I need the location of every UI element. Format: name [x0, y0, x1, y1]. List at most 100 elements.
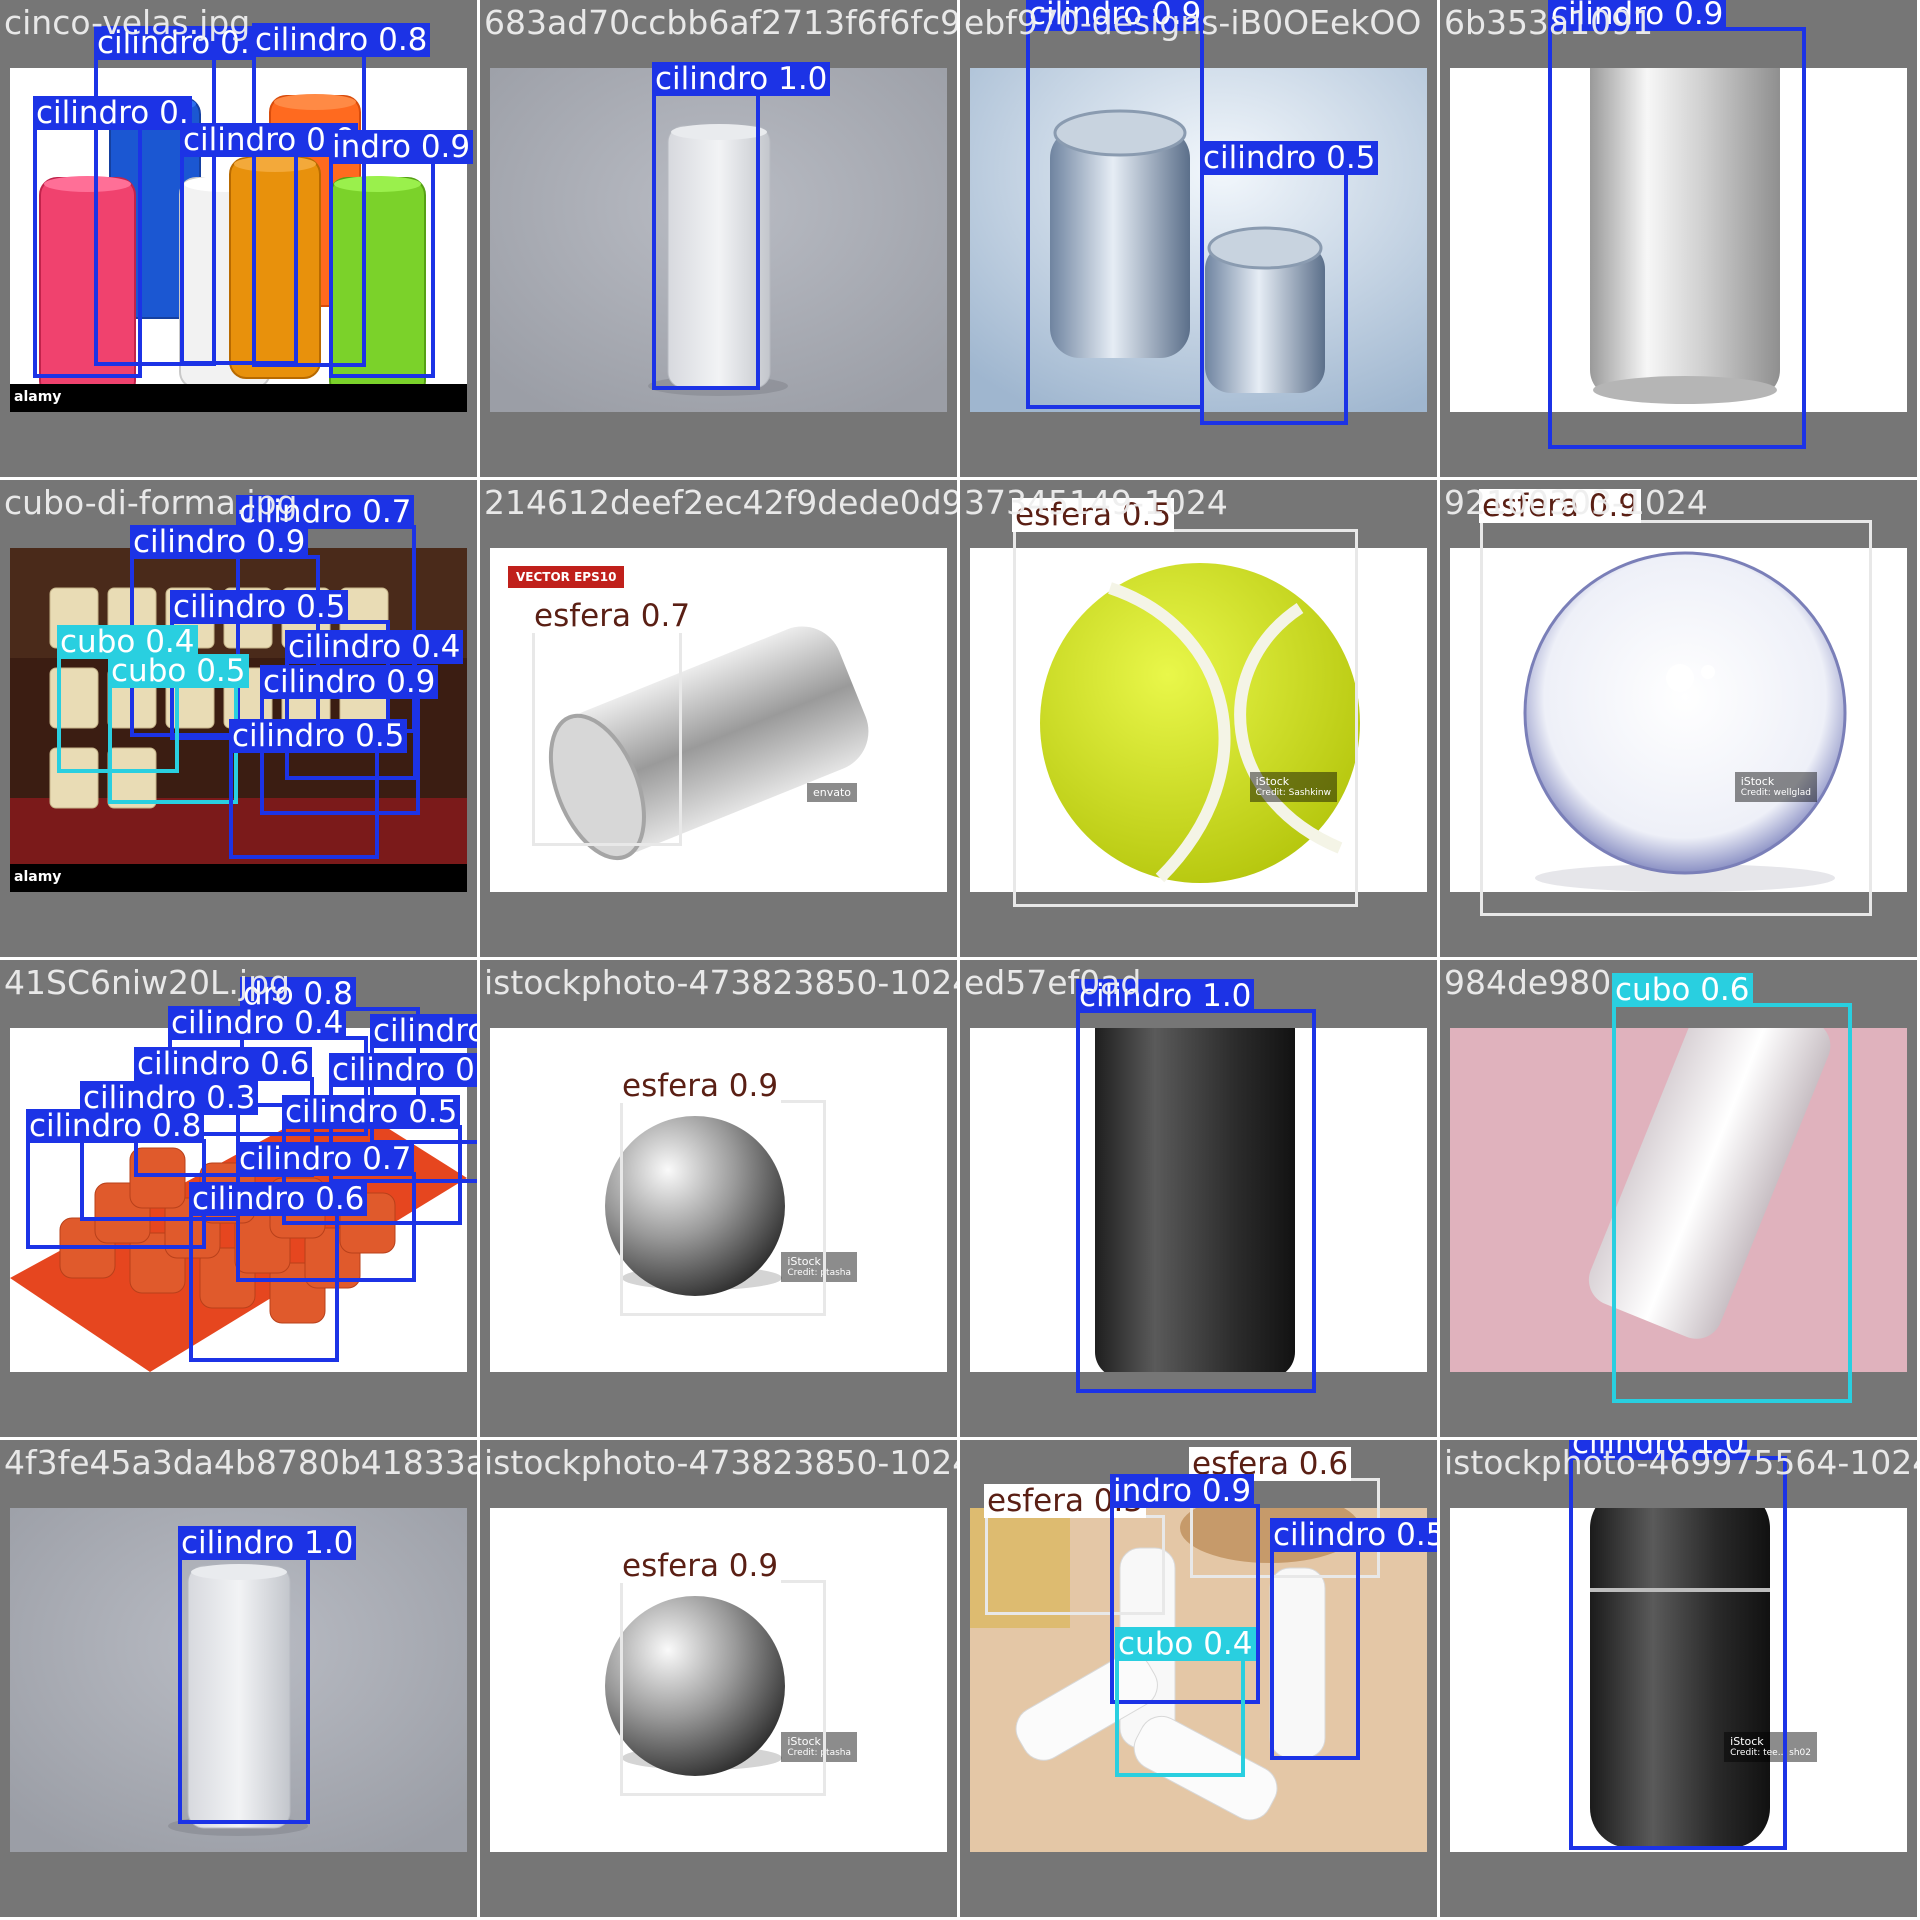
detection-label: cilindro 1.0 — [178, 1526, 357, 1560]
detection-box-cilindro[interactable]: cilindro 1.0 — [652, 62, 831, 390]
detection-box-cilindro[interactable]: cilindro 0.7 — [236, 495, 416, 733]
detection-box-cilindro[interactable]: cilindro 0.9 — [370, 1014, 477, 1144]
detection-box-cilindro[interactable]: cilindro 0.6 — [189, 1182, 368, 1362]
detection-box-cilindro[interactable]: cilindro 0.5 — [1270, 1518, 1437, 1760]
detection-label: esfera 0.9 — [619, 1069, 782, 1103]
detection-label: cilindro 0.5 — [1200, 141, 1379, 175]
detection-label: cilindro 0.8 — [252, 23, 431, 57]
tile-filename: 92100303-1024 — [1444, 483, 1708, 522]
result-tile[interactable]: envato VECTOR EPS10 214612deef2ec42f9dede0… — [480, 480, 957, 957]
result-tile[interactable]: 4f3fe45a3da4b8780b41833a cilindro 1.0 — [0, 1440, 477, 1917]
detection-label: indro 0.9 — [1110, 1474, 1255, 1508]
detection-box-cilindro[interactable]: cilindro 0.8 — [252, 23, 431, 367]
detection-box-cilindro[interactable]: indro 0.9 — [329, 130, 474, 378]
detection-box-cilindro[interactable]: cilindro 0.5 — [1200, 141, 1379, 425]
tile-filename: 41SC6niw20L.jpg — [4, 963, 290, 1002]
tile-photo — [970, 1508, 1427, 1852]
detection-box-esfera[interactable]: esfera 0.5 — [1012, 498, 1358, 907]
result-tile[interactable]: iStock Credit: Sashkinw 37345149-1024 esfe… — [960, 480, 1437, 957]
result-tile[interactable]: ebf970-designs-iB0OEekOO cilindro 0.9 cili… — [960, 0, 1437, 477]
watermark-credit: Credit: tee... sh02 — [1730, 1748, 1811, 1759]
watermark: iStock Credit: tee... sh02 — [1724, 1732, 1817, 1762]
detection-box-cilindro[interactable]: cilindro 1.0 — [1569, 1440, 1787, 1850]
result-tile[interactable]: ed57ef0ad cilindro 1.0 — [960, 960, 1437, 1437]
tile-photo — [970, 1028, 1427, 1372]
watermark: alamy — [10, 384, 467, 412]
detection-label: cilindro 1.0 — [652, 62, 831, 96]
result-tile[interactable]: alamy cinco-velas.jpg cilindro 0. cilindro … — [0, 0, 477, 477]
detection-label: esfera 0.5 — [1012, 498, 1175, 532]
detection-box-cilindro[interactable]: indro 0.9 — [1110, 1474, 1260, 1704]
detection-label: cilindro 0.9 — [1548, 0, 1727, 31]
tile-filename: ed57ef0ad — [964, 963, 1142, 1002]
tile-filename: 6b353a1091 — [1444, 3, 1654, 42]
watermark: iStock Credit: Sashkinw — [1249, 772, 1337, 802]
detection-box-esfera[interactable]: esfera 0.9 — [619, 1069, 826, 1316]
detection-label: cilindro 0.8 — [26, 1109, 205, 1143]
result-tile[interactable]: iStock Credit: wellglad 92100303-1024 esfe… — [1440, 480, 1917, 957]
detection-box-cubo[interactable]: cubo 0.5 — [108, 654, 249, 804]
tile-filename: 984de980 — [1444, 963, 1612, 1002]
detection-label: cilindro 0.5 — [282, 1095, 461, 1129]
detection-box-cilindro[interactable]: cilindro 0.4 — [285, 630, 464, 780]
result-tile[interactable]: iStock Credit: ptasha istockphoto-4738238… — [480, 960, 957, 1437]
detection-box-cilindro[interactable]: cilindro 0.8 — [26, 1109, 206, 1249]
detection-label: cilindro 0.7 — [236, 495, 415, 529]
detection-box-cilindro[interactable]: cilindro 0.5 — [282, 1095, 462, 1225]
tile-photo: iStock Credit: tee... sh02 — [1450, 1508, 1907, 1852]
detection-label: cilindro 0.6 — [189, 1182, 368, 1216]
tile-filename: cinco-velas.jpg — [4, 3, 251, 42]
watermark-credit: Credit: ptasha — [787, 1748, 851, 1759]
tile-photo — [1450, 68, 1907, 412]
result-tile[interactable]: 6b353a1091 cilindro 0.9 — [1440, 0, 1917, 477]
detection-box-cilindro[interactable]: cilindro 0.7 — [236, 1142, 416, 1282]
detection-box-cilindro[interactable]: cilindro 0.9 — [1548, 0, 1806, 449]
detection-box-cilindro[interactable]: cilindro 0. — [33, 96, 192, 378]
result-tile[interactable]: alamy cubo-di-forma.jpg cilindro 0.7 cilind… — [0, 480, 477, 957]
detection-box-esfera[interactable]: esfera 0.9 — [1479, 489, 1872, 916]
detection-label: cilindro 0.4 — [168, 1006, 347, 1040]
result-tile[interactable]: esfera 0.6 esfera 0.3 indro 0.9 cilindro 0.… — [960, 1440, 1437, 1917]
detection-label: cilindro 0. — [94, 26, 253, 60]
detection-label: cilindro 0.4 — [285, 630, 464, 664]
result-tile[interactable]: iStock Credit: tee... sh02 istockphoto-46… — [1440, 1440, 1917, 1917]
tile-filename: istockphoto-473823850-1024 — [484, 963, 957, 1002]
watermark: iStock Credit: ptasha — [781, 1732, 857, 1762]
result-tile[interactable]: 683ad70ccbb6af2713f6f6fc9 cilindro 1.0 — [480, 0, 957, 477]
detection-box-cubo[interactable]: cubo 0.4 — [1115, 1627, 1256, 1777]
watermark: envato — [806, 782, 857, 802]
detection-box-cilindro[interactable]: cilindro 0.4 — [168, 1006, 368, 1136]
watermark: iStock Credit: wellglad — [1734, 772, 1817, 802]
detection-box-cubo[interactable]: cubo 0.6 — [1612, 973, 1852, 1403]
tile-filename: 214612deef2ec42f9dede0d9 — [484, 483, 957, 522]
detection-box-cilindro[interactable]: cilindro 0.9 — [260, 665, 439, 815]
detection-box-cilindro[interactable]: cilindro 0. — [94, 26, 253, 366]
detection-label: cilindro 0.9 — [1026, 0, 1205, 31]
detection-label: cubo 0.4 — [57, 625, 198, 659]
detection-label: cilindro 0.5 — [1270, 1518, 1437, 1552]
detection-box-cilindro[interactable]: cilindro 1.0 — [1076, 979, 1316, 1393]
detection-box-cilindro[interactable]: cilindro 0.6 — [329, 1053, 477, 1183]
result-tile[interactable]: 41SC6niw20L.jpg dro 0.8 cilindro 0.4 cilind… — [0, 960, 477, 1437]
detection-box-cilindro[interactable]: cilindro 0.9 — [180, 123, 359, 365]
detection-label: indro 0.9 — [329, 130, 474, 164]
detection-box-cilindro[interactable]: cilindro 1.0 — [178, 1526, 357, 1824]
detection-box-esfera[interactable]: esfera 0.7 — [531, 599, 694, 846]
result-tile[interactable]: iStock Credit: ptasha istockphoto-4738238… — [480, 1440, 957, 1917]
tile-photo — [1450, 1028, 1907, 1372]
watermark: iStock Credit: ptasha — [781, 1252, 857, 1282]
detection-label: cilindro 0.6 — [329, 1053, 477, 1087]
detection-label: cubo 0.6 — [1612, 973, 1753, 1007]
detection-box-esfera[interactable]: esfera 0.9 — [619, 1549, 826, 1796]
result-tile[interactable]: 984de980 cubo 0.6 — [1440, 960, 1917, 1437]
tile-photo — [970, 68, 1427, 412]
detection-label: dro 0.8 — [240, 977, 356, 1011]
tile-photo — [490, 68, 947, 412]
tile-photo: iStock Credit: Sashkinw — [970, 548, 1427, 892]
detection-label: cilindro 0.7 — [236, 1142, 415, 1176]
detection-box-cilindro[interactable]: cilindro 0.5 — [229, 719, 408, 859]
detection-box-cilindro[interactable]: cilindro 0.9 — [1026, 0, 1205, 409]
detection-label: esfera 0.9 — [1479, 489, 1642, 523]
watermark-credit: Credit: wellglad — [1740, 788, 1811, 799]
